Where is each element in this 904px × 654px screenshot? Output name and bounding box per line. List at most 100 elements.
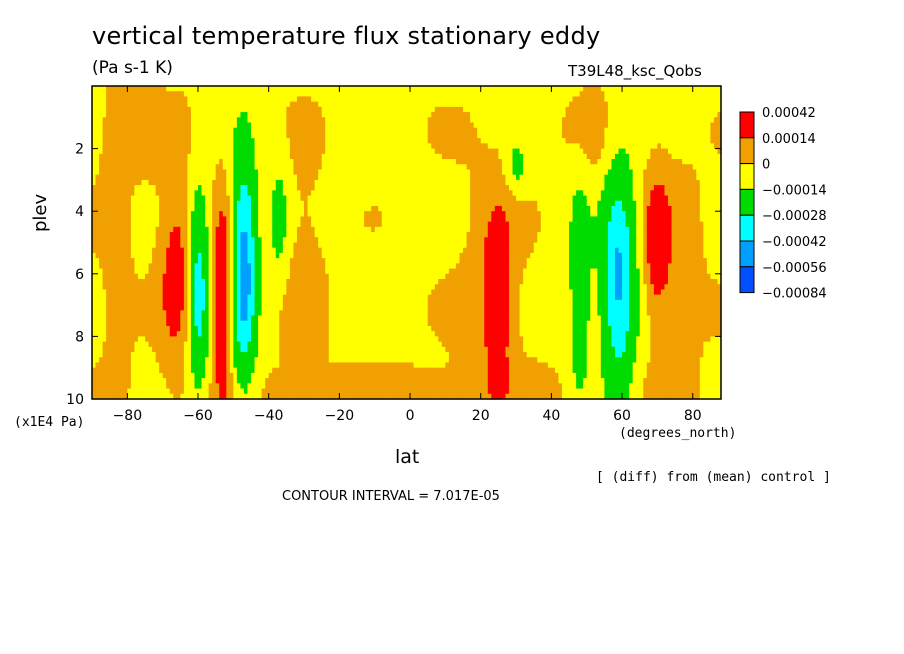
field-cell xyxy=(141,106,146,113)
field-cell xyxy=(243,200,249,207)
field-cell xyxy=(180,96,185,103)
field-cell xyxy=(551,117,556,124)
field-cell xyxy=(650,117,655,124)
field-cell xyxy=(265,143,270,150)
field-cell xyxy=(537,211,542,218)
field-cell xyxy=(371,96,376,103)
field-cell xyxy=(523,216,528,223)
field-cell xyxy=(243,169,249,176)
field-cell xyxy=(307,195,312,202)
field-cell xyxy=(537,159,542,165)
field-cell xyxy=(371,205,376,212)
field-cell xyxy=(526,221,531,228)
field-cell xyxy=(516,148,521,155)
field-cell xyxy=(113,185,118,191)
field-cell xyxy=(551,185,556,191)
field-cell xyxy=(155,216,160,223)
field-cell xyxy=(353,138,358,144)
field-cell xyxy=(364,86,369,92)
field-cell xyxy=(498,148,503,155)
field-cell xyxy=(272,200,277,207)
field-cell xyxy=(526,117,531,124)
field-cell xyxy=(194,205,199,212)
field-cell xyxy=(371,226,376,233)
field-cell xyxy=(314,179,319,186)
field-cell xyxy=(321,190,326,197)
field-cell xyxy=(593,122,598,129)
field-cell xyxy=(431,148,436,155)
field-cell xyxy=(434,164,439,171)
field-cell xyxy=(498,153,503,160)
field-cell xyxy=(597,106,602,113)
field-cell xyxy=(498,216,503,223)
field-cell xyxy=(593,205,598,212)
field-cell xyxy=(233,148,238,155)
field-cell xyxy=(229,101,234,108)
field-cell xyxy=(402,101,408,108)
field-cell xyxy=(243,164,249,171)
field-cell xyxy=(289,190,295,197)
field-cell xyxy=(501,164,507,171)
field-cell xyxy=(607,179,613,186)
field-cell xyxy=(261,174,266,181)
field-cell xyxy=(441,221,446,228)
field-cell xyxy=(565,216,570,223)
field-cell xyxy=(547,195,552,202)
field-cell xyxy=(176,122,181,129)
field-cell xyxy=(713,200,719,207)
field-cell xyxy=(438,106,443,113)
field-cell xyxy=(682,143,687,150)
field-cell xyxy=(632,86,637,92)
field-cell xyxy=(618,164,623,171)
field-cell xyxy=(109,226,114,233)
field-cell xyxy=(406,117,411,124)
field-cell xyxy=(134,221,139,228)
field-cell xyxy=(176,211,181,218)
field-cell xyxy=(194,190,199,197)
field-cell xyxy=(243,185,249,191)
field-cell xyxy=(530,138,535,144)
field-cell xyxy=(123,216,128,223)
field-cell xyxy=(650,148,655,155)
field-cell xyxy=(696,169,701,176)
field-cell xyxy=(349,159,355,165)
field-cell xyxy=(494,86,499,92)
field-cell xyxy=(530,164,535,171)
field-cell xyxy=(614,96,620,103)
field-cell xyxy=(519,91,524,98)
field-cell xyxy=(632,216,637,223)
field-cell xyxy=(406,112,411,118)
field-cell xyxy=(533,221,538,228)
field-cell xyxy=(632,91,637,98)
field-cell xyxy=(328,127,333,134)
field-cell xyxy=(116,169,121,176)
field-cell xyxy=(569,205,574,212)
field-cell xyxy=(632,148,637,155)
field-cell xyxy=(410,101,415,108)
field-cell xyxy=(155,195,160,202)
field-cell xyxy=(586,200,591,207)
field-cell xyxy=(682,164,687,171)
field-cell xyxy=(441,169,446,176)
field-cell xyxy=(364,211,369,218)
field-cell xyxy=(286,216,291,223)
field-cell xyxy=(699,185,704,191)
field-cell xyxy=(625,174,630,181)
field-cell xyxy=(353,221,358,228)
field-cell xyxy=(219,179,224,186)
field-cell xyxy=(367,91,372,98)
field-cell xyxy=(667,138,673,144)
field-cell xyxy=(335,122,340,129)
field-cell xyxy=(410,143,415,150)
field-cell xyxy=(258,226,263,233)
field-cell xyxy=(385,143,390,150)
field-cell xyxy=(123,96,128,103)
field-cell xyxy=(357,132,362,139)
field-cell xyxy=(473,96,478,103)
field-cell xyxy=(212,179,217,186)
field-cell xyxy=(159,221,164,228)
field-cell xyxy=(360,221,365,228)
field-cell xyxy=(99,185,104,191)
field-cell xyxy=(212,138,217,144)
field-cell xyxy=(413,200,418,207)
